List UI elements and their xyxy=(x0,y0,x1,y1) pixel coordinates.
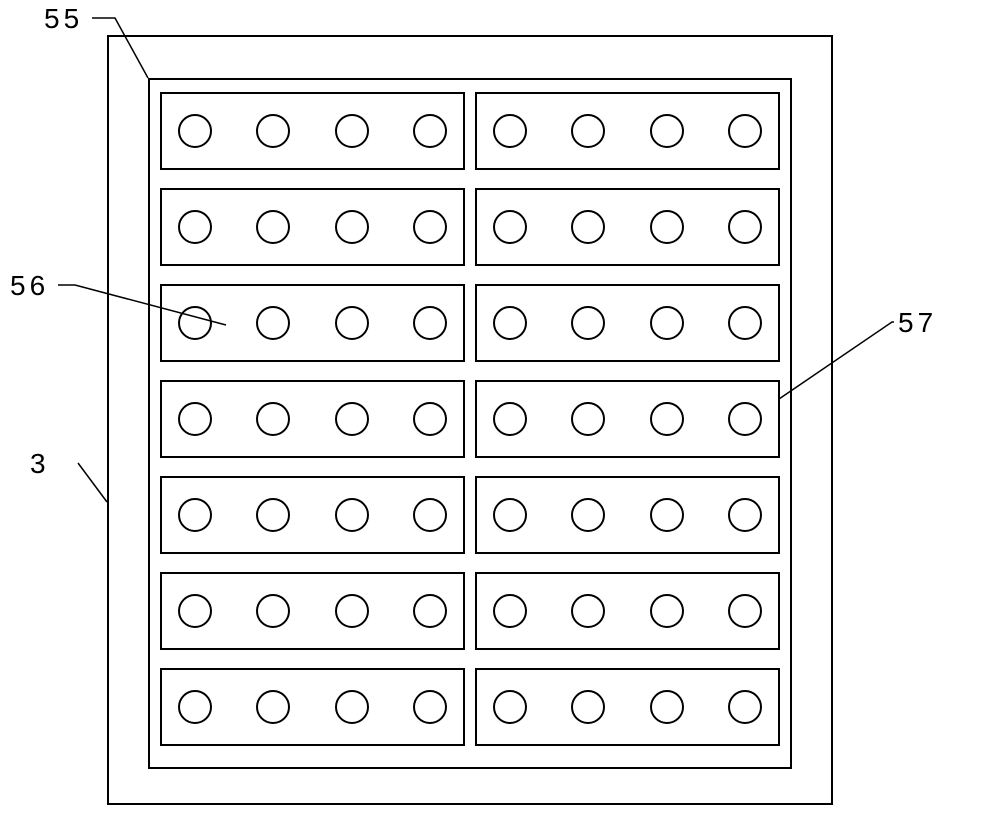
hole-circle xyxy=(178,306,212,340)
hole-circle xyxy=(413,498,447,532)
hole-circle xyxy=(178,594,212,628)
hole-circle xyxy=(335,498,369,532)
hole-circle xyxy=(335,306,369,340)
hole-circle xyxy=(650,306,684,340)
callout-label-57: 57 xyxy=(898,307,937,339)
hole-circle xyxy=(493,402,527,436)
hole-circle xyxy=(493,498,527,532)
hole-circle xyxy=(650,210,684,244)
hole-circle xyxy=(178,114,212,148)
hole-circle xyxy=(493,594,527,628)
callout-label-56: 56 xyxy=(10,270,49,302)
hole-circle xyxy=(335,210,369,244)
hole-circle xyxy=(178,210,212,244)
technical-diagram: 55 56 57 3 xyxy=(0,0,1000,822)
hole-circle xyxy=(728,498,762,532)
callout-label-55: 55 xyxy=(44,3,83,35)
hole-circle xyxy=(413,306,447,340)
hole-circle xyxy=(728,594,762,628)
hole-circle xyxy=(178,402,212,436)
hole-circle xyxy=(413,690,447,724)
hole-circle xyxy=(728,114,762,148)
hole-circle xyxy=(728,690,762,724)
hole-circle xyxy=(335,402,369,436)
hole-circle xyxy=(413,210,447,244)
callout-label-3: 3 xyxy=(30,448,50,480)
hole-circle xyxy=(335,594,369,628)
hole-circle xyxy=(728,402,762,436)
hole-circle xyxy=(650,594,684,628)
hole-circle xyxy=(493,114,527,148)
hole-circle xyxy=(335,114,369,148)
hole-circle xyxy=(650,690,684,724)
hole-circle xyxy=(178,498,212,532)
hole-circle xyxy=(650,498,684,532)
hole-circle xyxy=(413,594,447,628)
hole-circle xyxy=(178,690,212,724)
hole-circle xyxy=(728,210,762,244)
hole-circle xyxy=(413,114,447,148)
hole-circle xyxy=(650,402,684,436)
hole-circle xyxy=(335,690,369,724)
hole-circle xyxy=(650,114,684,148)
hole-circle xyxy=(728,306,762,340)
hole-circle xyxy=(493,306,527,340)
hole-circle xyxy=(413,402,447,436)
hole-circle xyxy=(493,690,527,724)
hole-circle xyxy=(493,210,527,244)
